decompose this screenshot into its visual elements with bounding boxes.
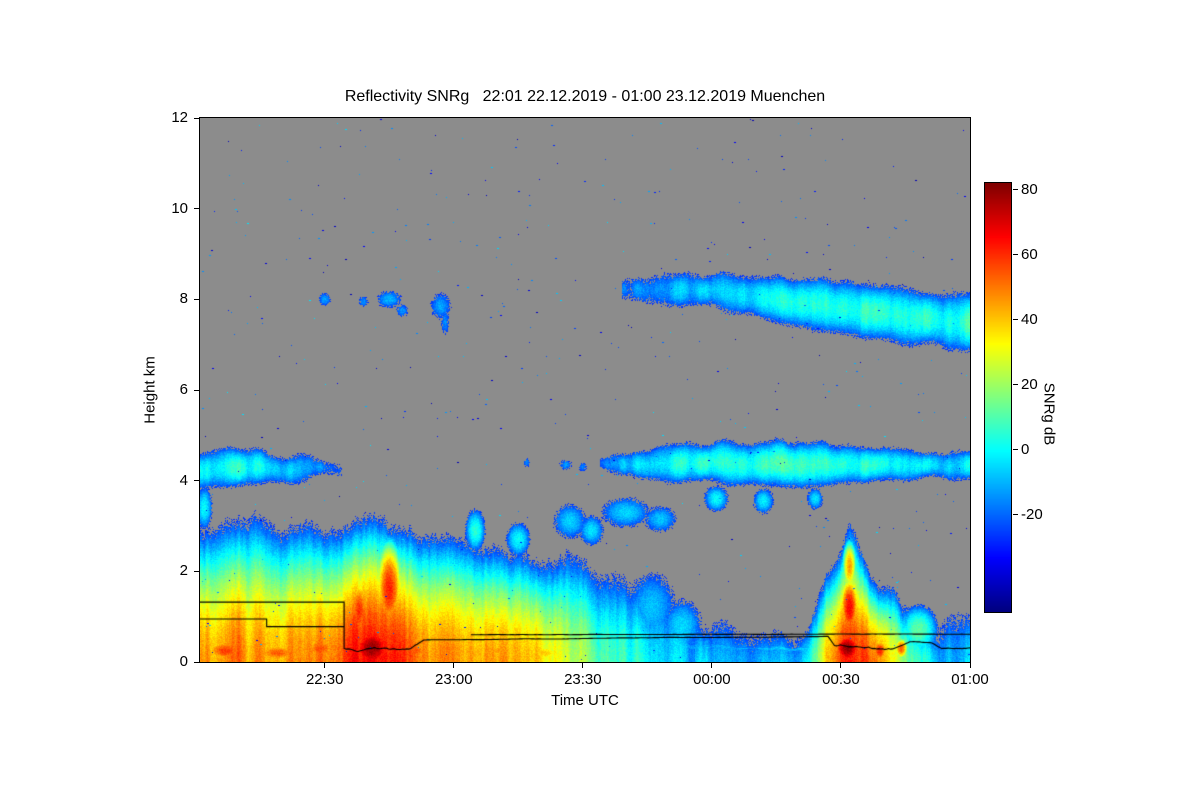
colorbar-tick bbox=[1013, 189, 1018, 190]
x-tick bbox=[582, 663, 584, 668]
colorbar-tick-label: 20 bbox=[1021, 375, 1038, 393]
y-tick bbox=[194, 389, 199, 391]
colorbar-canvas bbox=[985, 183, 1011, 612]
y-tick bbox=[194, 117, 199, 119]
y-tick-label: 2 bbox=[179, 562, 188, 580]
y-tick-label: 4 bbox=[179, 471, 188, 489]
x-tick bbox=[840, 663, 842, 668]
colorbar-tick-label: 40 bbox=[1021, 310, 1038, 328]
y-tick bbox=[194, 480, 199, 482]
y-tick bbox=[194, 208, 199, 210]
x-axis-label: Time UTC bbox=[551, 692, 619, 709]
colorbar-tick-label: -20 bbox=[1021, 505, 1043, 523]
x-tick bbox=[453, 663, 455, 668]
x-tick-label: 00:00 bbox=[693, 671, 731, 688]
colorbar-tick bbox=[1013, 449, 1018, 450]
y-tick bbox=[194, 570, 199, 572]
y-tick bbox=[194, 661, 199, 663]
heatmap-canvas bbox=[200, 118, 970, 662]
colorbar-tick-label: 0 bbox=[1021, 440, 1030, 458]
y-tick-label: 10 bbox=[171, 199, 188, 217]
colorbar-tick-label: 60 bbox=[1021, 245, 1038, 263]
y-tick-label: 0 bbox=[179, 653, 188, 670]
x-tick-label: 22:30 bbox=[305, 671, 344, 688]
colorbar-tick-label: 80 bbox=[1021, 180, 1038, 198]
y-tick bbox=[194, 298, 199, 300]
x-tick bbox=[711, 663, 713, 668]
x-tick-label: 23:00 bbox=[435, 671, 473, 688]
chart-title: Reflectivity SNRg 22:01 22.12.2019 - 01:… bbox=[344, 88, 826, 105]
x-tick-label: 23:30 bbox=[564, 671, 602, 688]
y-tick-label: 8 bbox=[179, 290, 188, 308]
colorbar-tick bbox=[1013, 514, 1018, 515]
x-tick-label: 01:00 bbox=[951, 671, 989, 688]
colorbar-tick bbox=[1013, 254, 1018, 255]
x-tick-label: 00:30 bbox=[822, 671, 860, 688]
y-tick-label: 12 bbox=[171, 109, 188, 126]
colorbar-tick bbox=[1013, 319, 1018, 320]
x-tick bbox=[324, 663, 326, 668]
x-tick bbox=[969, 663, 971, 668]
colorbar-tick bbox=[1013, 384, 1018, 385]
y-tick-label: 6 bbox=[179, 381, 188, 398]
